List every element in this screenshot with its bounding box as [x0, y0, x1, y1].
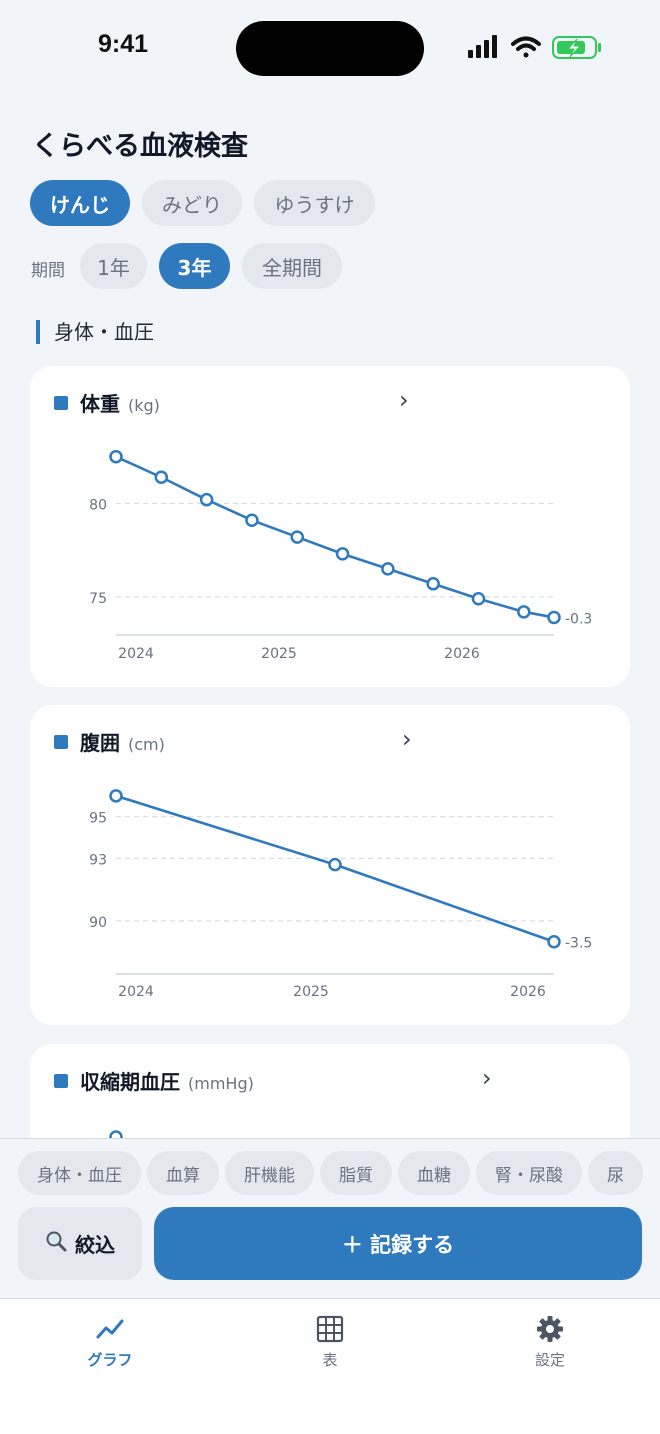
- period-all[interactable]: 全期間: [242, 243, 342, 289]
- period-label: 期間: [31, 261, 65, 281]
- person-pill-yusuke[interactable]: ゆうすけ: [254, 180, 375, 226]
- card-unit: (mmHg): [188, 1074, 254, 1093]
- y-tick-label: 75: [89, 591, 107, 607]
- data-point: [245, 513, 259, 527]
- tab-bar: グラフ 表 設定: [0, 1298, 660, 1434]
- data-point: [154, 470, 169, 485]
- tab-settings[interactable]: 設定: [495, 1315, 605, 1370]
- weight-line-chart: 80 75 2024 2025 2026 -0.3: [89, 449, 592, 662]
- data-point: [199, 492, 214, 507]
- category-chip[interactable]: 尿: [588, 1151, 643, 1195]
- tab-graph[interactable]: グラフ: [55, 1315, 165, 1370]
- status-icons: [466, 32, 606, 68]
- category-chip-row: 身体・血圧 血算 肝機能 脂質 血糖 腎・尿酸尿: [18, 1151, 660, 1197]
- card-title: 体重: [80, 392, 120, 416]
- tab-table[interactable]: 表: [275, 1315, 385, 1370]
- series-color-square: [54, 1073, 68, 1088]
- data-point: [547, 934, 561, 949]
- filter-label: 絞込: [75, 1233, 115, 1257]
- table-grid-icon: [316, 1315, 344, 1343]
- end-delta-label: -0.3: [565, 611, 592, 627]
- y-tick-label: 80: [89, 497, 107, 513]
- x-tick-label: 2025: [293, 984, 329, 1000]
- record-button[interactable]: ＋ 記録する: [154, 1207, 642, 1280]
- section-title: 身体・血圧: [36, 320, 154, 344]
- tab-label: 設定: [534, 1351, 565, 1369]
- y-tick-label: 90: [89, 915, 107, 931]
- tab-label: 表: [322, 1351, 338, 1369]
- data-point: [426, 577, 440, 591]
- category-chip[interactable]: 腎・尿酸: [476, 1151, 582, 1195]
- filter-button[interactable]: 絞込: [18, 1207, 142, 1280]
- card-unit: (kg): [128, 396, 160, 415]
- data-point: [381, 562, 395, 576]
- series-color-square: [54, 734, 68, 749]
- series-color-square: [54, 395, 68, 410]
- chevron-right-icon[interactable]: ›: [402, 725, 412, 753]
- gear-icon: [537, 1316, 563, 1342]
- status-time: 9:41: [98, 30, 149, 58]
- weight-chart-card[interactable]: 体重 (kg) › 80 75 2024 2025 2026 -0.3: [30, 366, 630, 687]
- category-chip[interactable]: 血算: [147, 1151, 219, 1195]
- chart-line-icon: [96, 1319, 124, 1339]
- end-delta-label: -3.5: [565, 936, 592, 952]
- person-pill-kenji[interactable]: けんじ: [30, 180, 130, 226]
- x-tick-label: 2024: [118, 984, 154, 1000]
- data-point: [547, 610, 561, 625]
- x-tick-label: 2025: [261, 646, 297, 662]
- category-chip[interactable]: 血糖: [398, 1151, 470, 1195]
- x-tick-label: 2024: [118, 646, 154, 662]
- period-1y[interactable]: 1年: [80, 243, 147, 289]
- person-pill-midori[interactable]: みどり: [142, 180, 242, 226]
- category-chip[interactable]: 肝機能: [225, 1151, 314, 1195]
- magnifier-icon: [45, 1230, 67, 1257]
- battery-charging-icon: [552, 36, 601, 59]
- signal-icon: [468, 35, 497, 58]
- card-title: 腹囲: [80, 731, 120, 755]
- x-tick-label: 2026: [444, 646, 480, 662]
- period-3y[interactable]: 3年: [159, 243, 230, 289]
- wifi-icon: [511, 36, 541, 58]
- category-chip[interactable]: 脂質: [320, 1151, 392, 1195]
- y-tick-label: 93: [89, 852, 107, 868]
- y-tick-label: 95: [89, 811, 107, 827]
- data-point: [328, 857, 342, 872]
- category-chip[interactable]: 身体・血圧: [18, 1151, 141, 1195]
- chevron-right-icon[interactable]: ›: [399, 386, 409, 414]
- chevron-right-icon[interactable]: ›: [482, 1064, 492, 1092]
- status-bar: 9:41: [0, 0, 660, 96]
- data-point: [335, 547, 350, 561]
- data-point: [471, 591, 486, 606]
- data-point: [109, 789, 123, 803]
- data-point: [109, 449, 123, 464]
- dynamic-island: [236, 21, 424, 76]
- card-title: 収縮期血圧: [80, 1070, 180, 1094]
- page-title: くらべる血液検査: [32, 131, 248, 162]
- x-tick-label: 2026: [510, 984, 546, 1000]
- series-line: [115, 455, 555, 619]
- data-point: [290, 530, 304, 544]
- tab-label: グラフ: [87, 1351, 133, 1369]
- waist-chart-card[interactable]: 腹囲 (cm) › 95 93 90 2024 2025 2026 -3.5: [30, 705, 630, 1025]
- data-point: [517, 605, 531, 619]
- card-unit: (cm): [128, 735, 165, 754]
- waist-line-chart: 95 93 90 2024 2025 2026 -3.5: [89, 789, 592, 1000]
